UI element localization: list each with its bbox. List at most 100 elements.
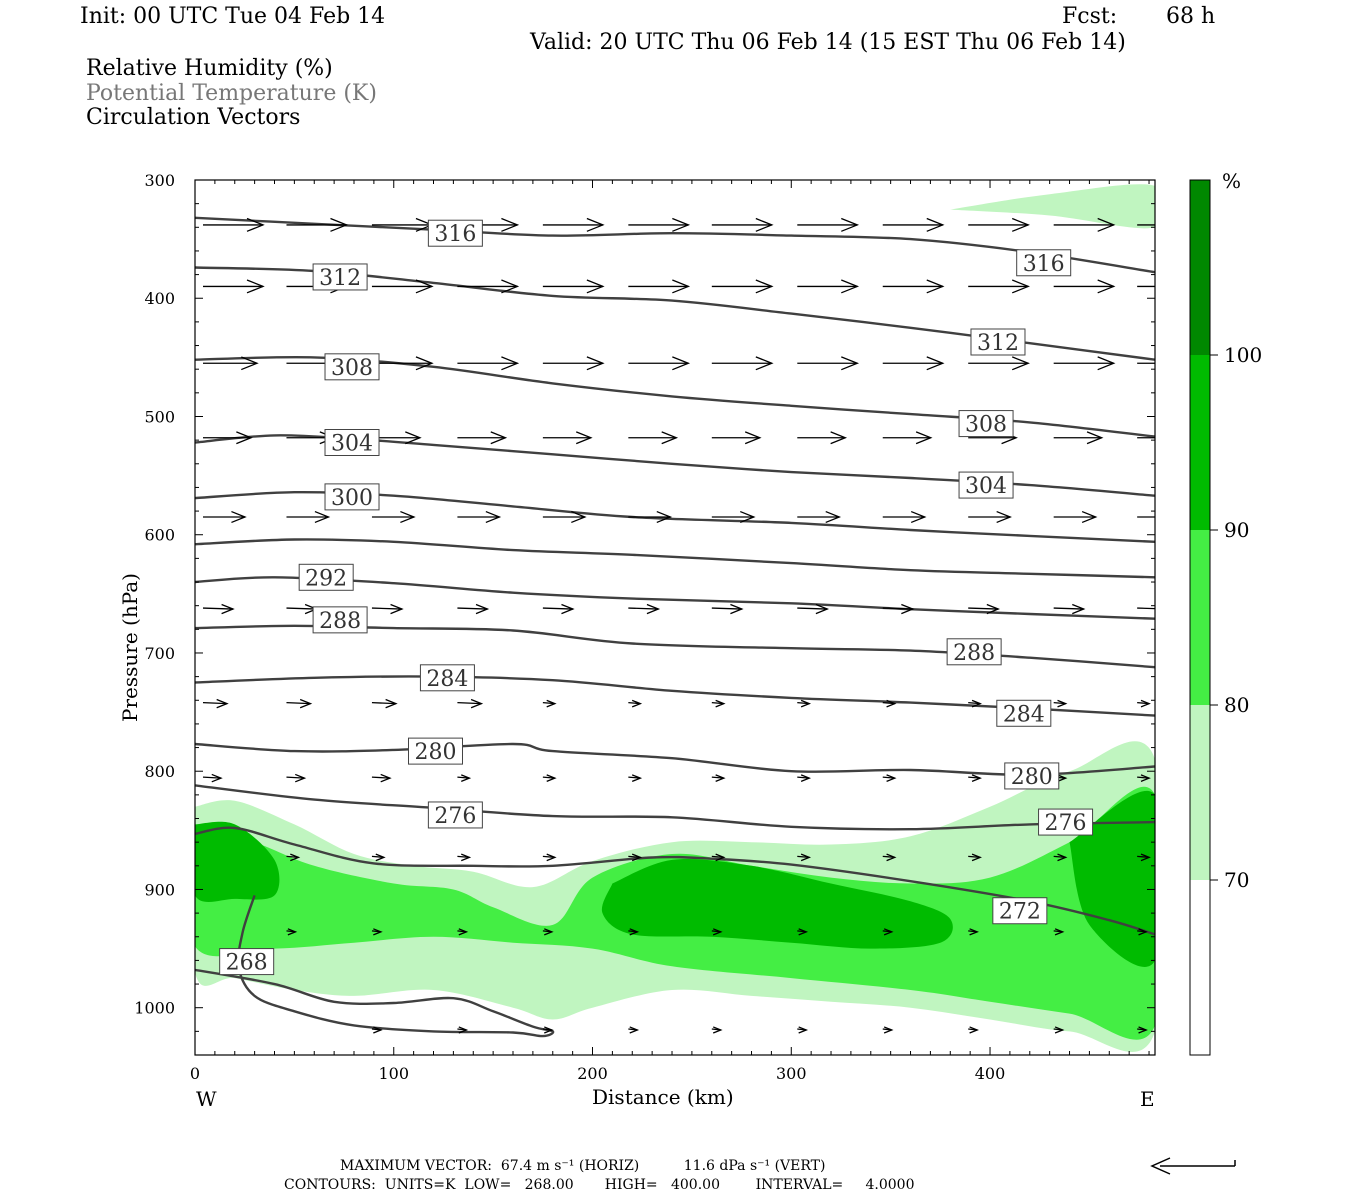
circulation-vector (542, 928, 554, 936)
circulation-vector (1137, 516, 1155, 518)
x-tick-label: 200 (577, 1064, 608, 1083)
circulation-vector (882, 217, 945, 232)
circulation-vector (797, 431, 848, 445)
colorbar-frame (1189, 179, 1211, 1056)
circulation-vector (628, 279, 691, 294)
y-tick-label: 1000 (134, 999, 175, 1018)
circulation-vector (1137, 285, 1155, 288)
circulation-vector (968, 356, 1030, 371)
circulation-vector (371, 603, 404, 615)
circulation-vector (628, 928, 640, 936)
contour-label: 280 (407, 737, 463, 765)
colorbar-level-label: 70 (1224, 868, 1249, 892)
circulation-vector (628, 699, 643, 708)
axis-layer: 300 400 500 600 700 800 900 1000 0 100 200 300 400 (134, 171, 1155, 1083)
circulation-vector (628, 603, 661, 615)
circulation-vector (1053, 1026, 1065, 1034)
circulation-vector (371, 928, 383, 936)
circulation-vector (797, 853, 812, 862)
circulation-vector (711, 510, 756, 524)
circulation-vector (882, 279, 945, 294)
east-endpoint: E (1140, 1087, 1155, 1111)
field-title-rh: Relative Humidity (%) (86, 56, 333, 81)
circulation-vector (457, 603, 490, 615)
theta-contour-296 (195, 538, 1155, 579)
circulation-vector (968, 774, 982, 782)
x-axis-title: Distance (km) (592, 1085, 734, 1109)
circulation-vector (542, 217, 605, 232)
circulation-vector (1053, 928, 1065, 936)
circulation-vector (882, 356, 945, 371)
circulation-vector (371, 510, 416, 524)
circulation-vector (1137, 224, 1155, 226)
circulation-vector (457, 928, 469, 936)
contour-label: 316 (427, 219, 483, 247)
circulation-vector (203, 356, 259, 371)
circulation-vector (542, 853, 557, 862)
circulation-vector (457, 356, 520, 371)
circulation-vector (1137, 362, 1155, 364)
colorbar-unit: % (1222, 169, 1242, 193)
plot-frame (194, 179, 1156, 1056)
humidity-region-90-100 (601, 858, 953, 949)
humidity-region-70-80 (950, 184, 1155, 229)
contour-label-text: 304 (965, 474, 1007, 499)
circulation-vector (1137, 437, 1155, 439)
circulation-vector (542, 279, 605, 294)
circulation-vector (628, 510, 673, 524)
x-tick-label: 0 (190, 1064, 200, 1083)
circulation-vector (1053, 699, 1068, 708)
contour-label: 316 (1016, 249, 1072, 277)
circulation-vector (542, 774, 557, 782)
circulation-vector (1053, 603, 1086, 615)
contour-label: 284 (419, 664, 475, 692)
x-tick-label: 400 (975, 1064, 1006, 1083)
circulation-vector (542, 431, 593, 445)
contour-label-layer: 316 316 312 312 308 308 304 304 300 292 288 288 284 2… (219, 219, 1094, 976)
x-tick-label: 300 (776, 1064, 807, 1083)
circulation-vector (711, 217, 774, 232)
contour-label-text: 280 (414, 740, 456, 765)
contour-info: CONTOURS: UNITS=K LOW= 268.00 HIGH= 400.… (284, 1177, 915, 1193)
circulation-vector (711, 431, 762, 445)
circulation-vector (882, 510, 927, 524)
contour-label: 276 (427, 801, 483, 829)
contour-label-text: 308 (331, 356, 373, 381)
circulation-vector (286, 698, 313, 709)
circulation-vector (711, 356, 774, 371)
circulation-vector (457, 510, 502, 524)
circulation-vector (1137, 928, 1148, 936)
y-tick-label: 900 (144, 880, 175, 899)
circulation-vector (882, 928, 894, 936)
circulation-vector (1137, 1026, 1148, 1034)
y-tick-label: 700 (144, 644, 175, 663)
circulation-vector (203, 279, 265, 294)
colorbar-level-label: 80 (1224, 693, 1249, 717)
colorbar-segment (1190, 880, 1210, 1055)
circulation-vector (542, 510, 587, 524)
circulation-vector (1053, 356, 1116, 371)
circulation-vector (371, 431, 422, 445)
circulation-vector (882, 853, 897, 862)
circulation-vector (797, 1026, 809, 1034)
contour-label: 284 (996, 699, 1052, 727)
contour-label-text: 312 (319, 266, 361, 291)
contour-label-text: 300 (331, 486, 373, 511)
circulation-vector (203, 217, 265, 232)
x-tick-label: 100 (378, 1064, 409, 1083)
circulation-vector (542, 699, 557, 708)
circulation-vector (457, 1026, 469, 1034)
circulation-vector (1137, 699, 1151, 708)
contour-label-text: 316 (1023, 252, 1065, 277)
circulation-vector (711, 279, 774, 294)
circulation-vector (628, 217, 691, 232)
circulation-vector (628, 431, 679, 445)
circulation-vector (286, 773, 307, 783)
circulation-vector (371, 1026, 383, 1034)
theta-contour-316 (195, 216, 1155, 274)
colorbar-segment (1190, 530, 1210, 705)
contour-label-text: 304 (331, 432, 373, 457)
contour-label-text: 312 (977, 331, 1019, 356)
circulation-vector (1137, 853, 1151, 862)
circulation-vector (797, 279, 860, 294)
